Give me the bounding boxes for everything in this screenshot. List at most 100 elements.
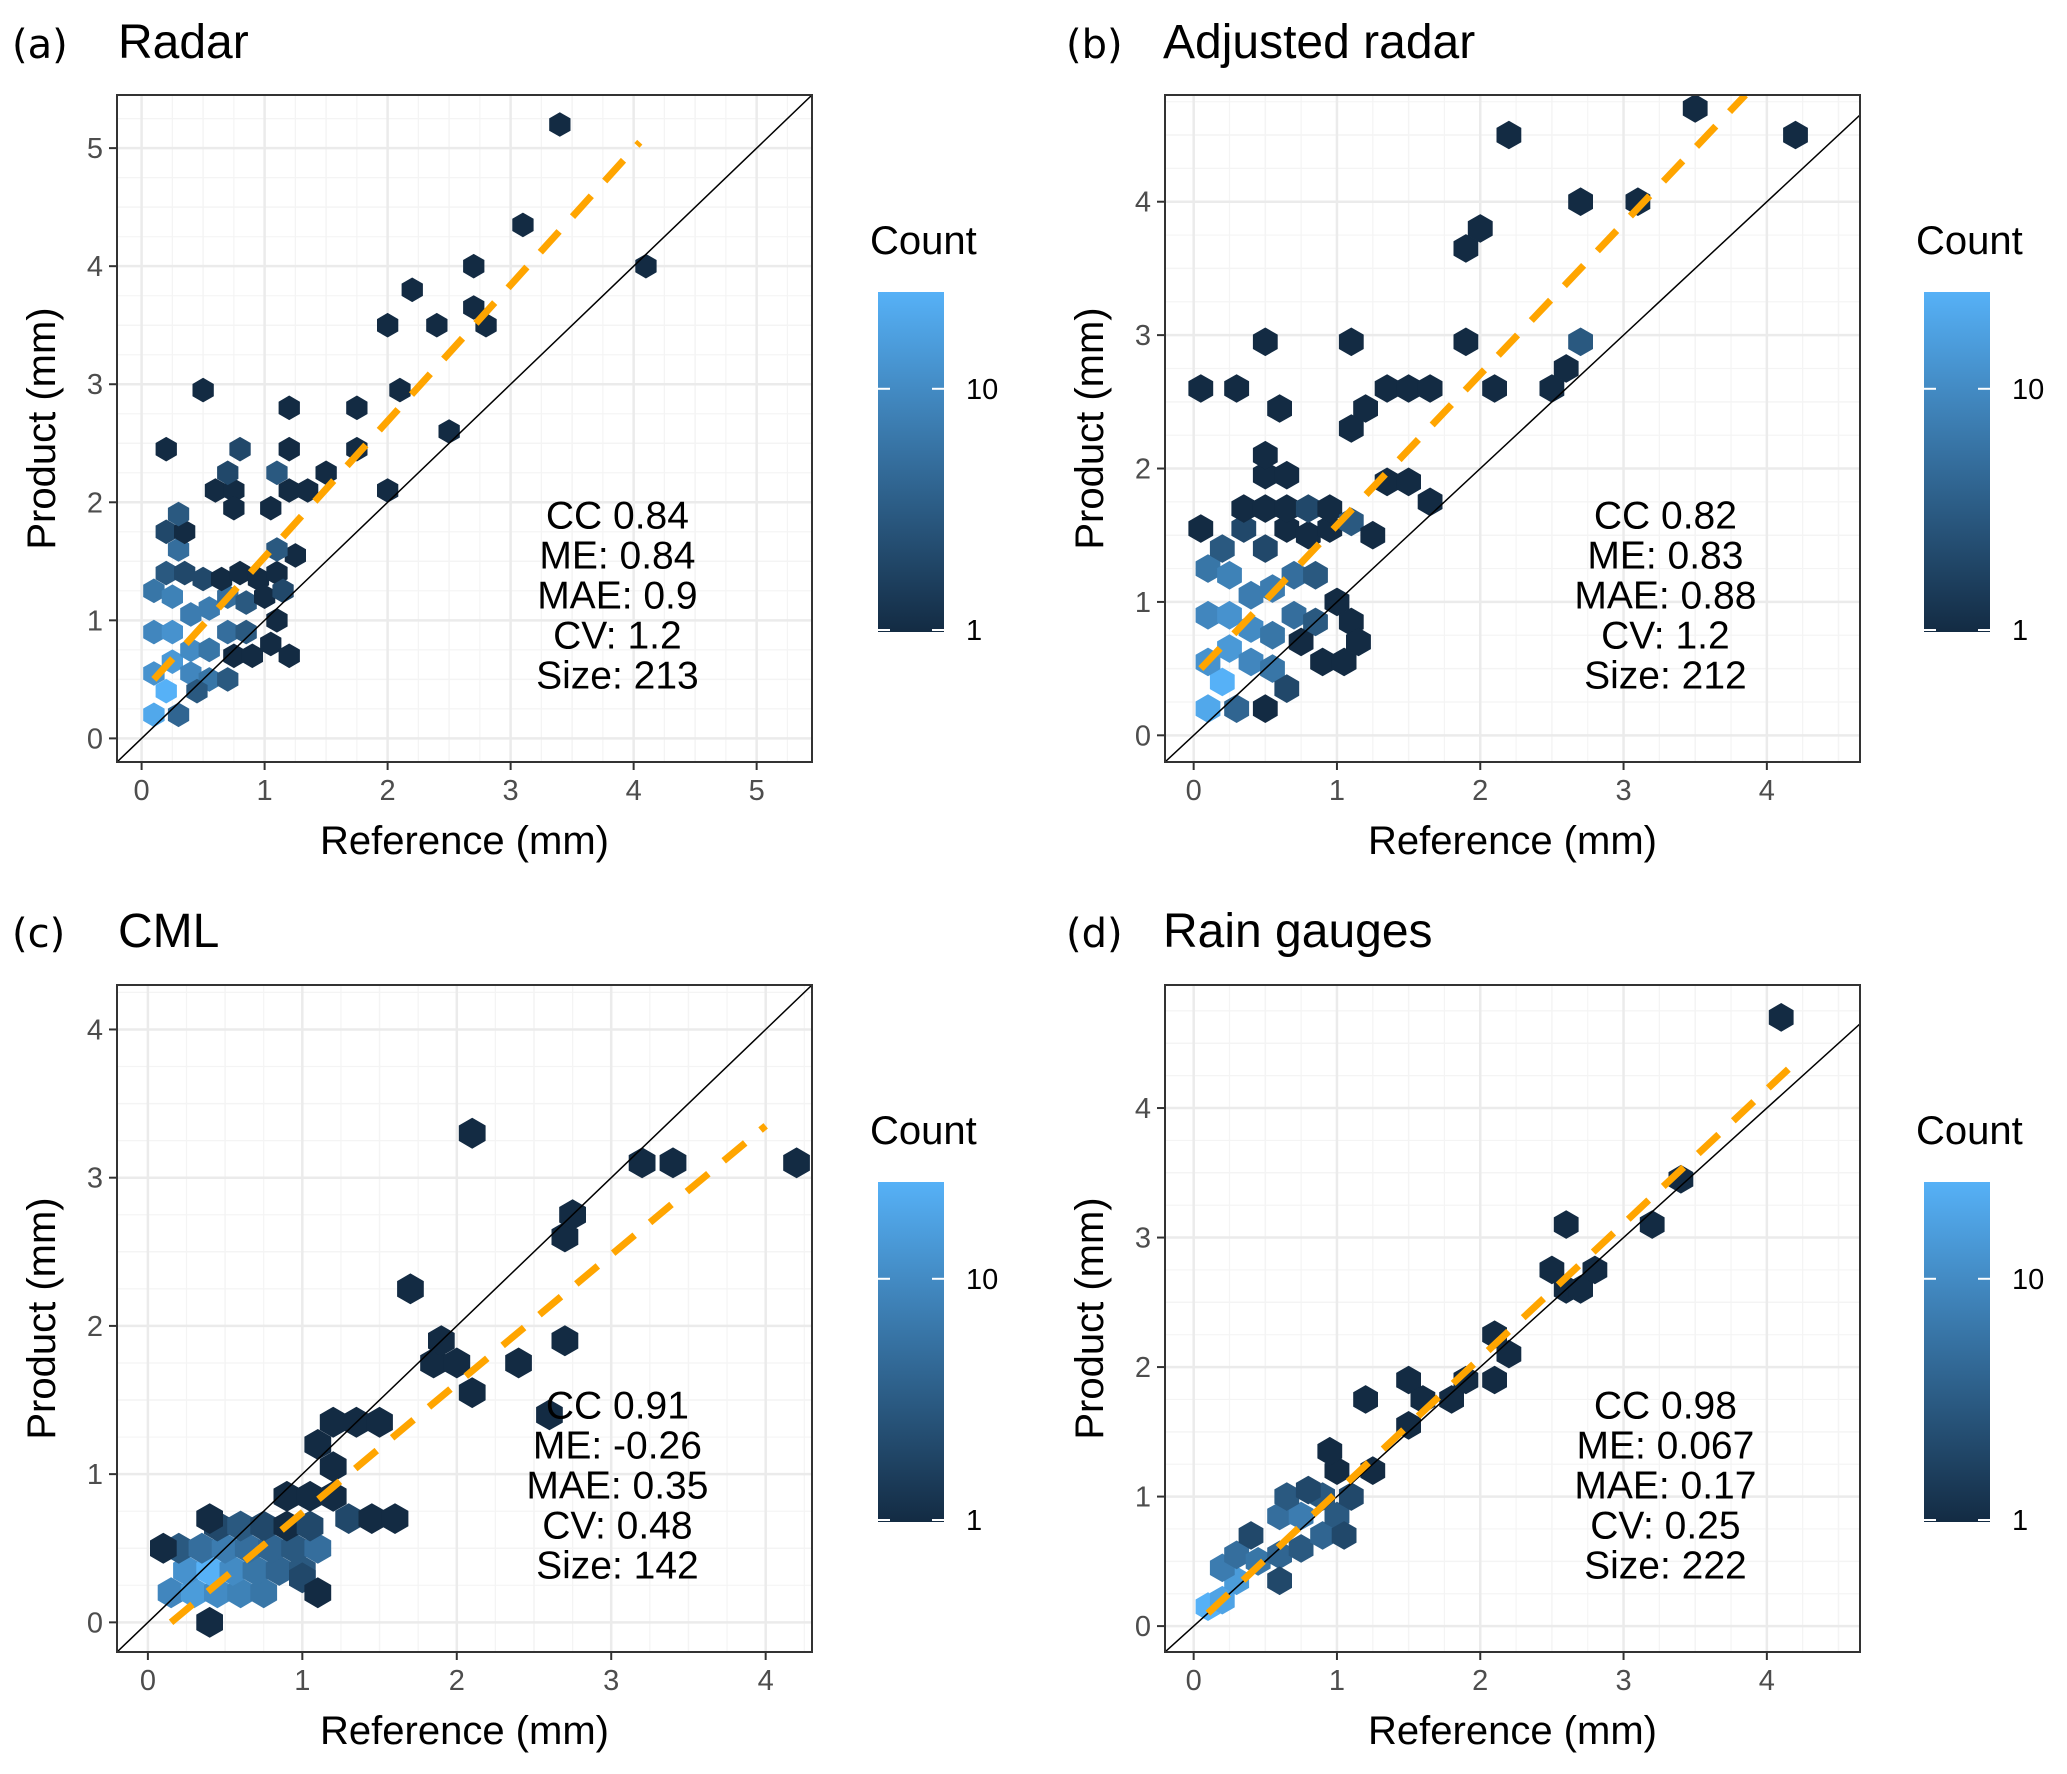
legend-tick-label: 1: [966, 1505, 982, 1537]
hexbin: [366, 1406, 393, 1438]
hexbin: [1295, 520, 1321, 550]
hexbin: [1217, 634, 1242, 663]
hexbin: [1310, 1521, 1335, 1550]
y-tick-label: 0: [87, 1607, 103, 1639]
y-tick-label: 1: [87, 605, 103, 637]
stat-line: CC 0.82: [1594, 495, 1737, 538]
legend: Count 10 1: [1916, 1109, 2044, 1537]
x-tick-label: 2: [1472, 775, 1488, 807]
identity-line: [117, 95, 812, 762]
hexbin: [1353, 394, 1378, 423]
y-tick-label: 1: [1135, 1482, 1151, 1514]
x-tick-label: 4: [1759, 775, 1775, 807]
hexbin: [512, 212, 534, 238]
hexbin: [217, 619, 239, 645]
hexbin: [217, 667, 239, 692]
hexbin: [1360, 520, 1386, 550]
plot-background: [1165, 95, 1860, 762]
panel-label: (c): [12, 911, 65, 957]
stat-line: ME: -0.26: [533, 1425, 702, 1468]
fit-line: [1205, 1066, 1791, 1616]
x-tick-label: 3: [1615, 1665, 1631, 1697]
hexbin: [426, 312, 448, 338]
hexbin: [458, 1117, 486, 1149]
hexbin: [401, 277, 423, 303]
hexbin: [319, 1451, 347, 1483]
y-tick-label: 1: [1135, 587, 1151, 619]
legend-colorbar: [878, 1182, 944, 1522]
hexbin: [1267, 1540, 1292, 1570]
hexbin: [1783, 120, 1808, 150]
hexbin: [1217, 560, 1242, 590]
x-axis-title: Reference (mm): [320, 1709, 609, 1753]
legend-tick-label: 10: [966, 374, 998, 406]
legend-tick-label: 1: [966, 615, 982, 647]
hexbin: [1539, 1255, 1565, 1285]
fit-line: [151, 139, 643, 682]
hexbin: [1553, 354, 1579, 383]
hexbin: [1188, 374, 1214, 403]
hexbin: [1274, 1482, 1300, 1511]
y-tick-label: 2: [87, 1311, 103, 1343]
panel-label: (d): [1066, 911, 1123, 957]
hexbin: [1331, 647, 1357, 677]
x-tick-label: 4: [626, 775, 642, 807]
stat-line: ME: 0.067: [1577, 1425, 1755, 1468]
legend-tick-label: 10: [966, 1264, 998, 1296]
hexbin: [397, 1273, 424, 1305]
panel-title: Adjusted radar: [1163, 16, 1475, 69]
hexbin: [1396, 467, 1421, 497]
hexbin: [229, 436, 251, 462]
hexbin: [377, 312, 399, 338]
hexbin: [1238, 647, 1264, 677]
hexbin: [143, 661, 165, 686]
hexbin: [296, 1480, 324, 1512]
y-tick-label: 4: [87, 251, 103, 283]
fit-line: [1198, 95, 1748, 672]
y-tick-label: 2: [87, 487, 103, 519]
hexbin: [229, 560, 251, 586]
y-tick-label: 2: [1135, 454, 1151, 486]
hexbin: [463, 253, 485, 279]
hexbin: [198, 596, 220, 621]
hexbin: [296, 1510, 324, 1542]
hexbin: [174, 560, 196, 586]
x-tick-label: 2: [449, 1665, 465, 1697]
hexbin: [1288, 1534, 1314, 1563]
hexbin: [1274, 514, 1300, 543]
y-tick-label: 2: [1135, 1352, 1151, 1384]
plot-frame: [1164, 984, 1861, 1653]
stat-line: CV: 0.25: [1590, 1505, 1740, 1548]
hexbin: [278, 395, 300, 421]
y-tick-label: 3: [1135, 320, 1151, 352]
y-tick-label: 3: [87, 1163, 103, 1195]
hexbin: [549, 112, 571, 137]
hexbin: [1303, 560, 1328, 590]
hexbin: [1453, 327, 1479, 357]
legend-colorbar: [1924, 1182, 1990, 1522]
panel-title: Radar: [118, 16, 249, 69]
hexbin: [1568, 187, 1593, 216]
hexbin: [278, 478, 300, 503]
hexbin: [188, 1532, 216, 1564]
hexbin: [1274, 494, 1300, 523]
hexbin: [157, 1577, 185, 1609]
panel-3: (c) CML 0 1 2 3 4 0 1 2 3 4 Reference (mm) Product (m…: [12, 905, 998, 1753]
hexbin: [1252, 440, 1278, 470]
plot-frame: [116, 94, 813, 763]
hexbin: [1281, 600, 1307, 630]
stat-line: Size: 222: [1584, 1545, 1747, 1588]
y-tick-label: 0: [87, 723, 103, 755]
hexbin: [210, 566, 233, 592]
hexbin: [167, 501, 190, 527]
stat-line: CV: 1.2: [553, 615, 682, 658]
x-tick-label: 1: [257, 775, 273, 807]
hexbin: [196, 1606, 223, 1638]
legend-title: Count: [870, 219, 977, 263]
stat-line: MAE: 0.88: [1574, 575, 1756, 618]
hexbin: [358, 1503, 386, 1534]
x-tick-label: 1: [1329, 775, 1345, 807]
hexbin: [161, 584, 183, 609]
hexbin: [192, 566, 214, 592]
